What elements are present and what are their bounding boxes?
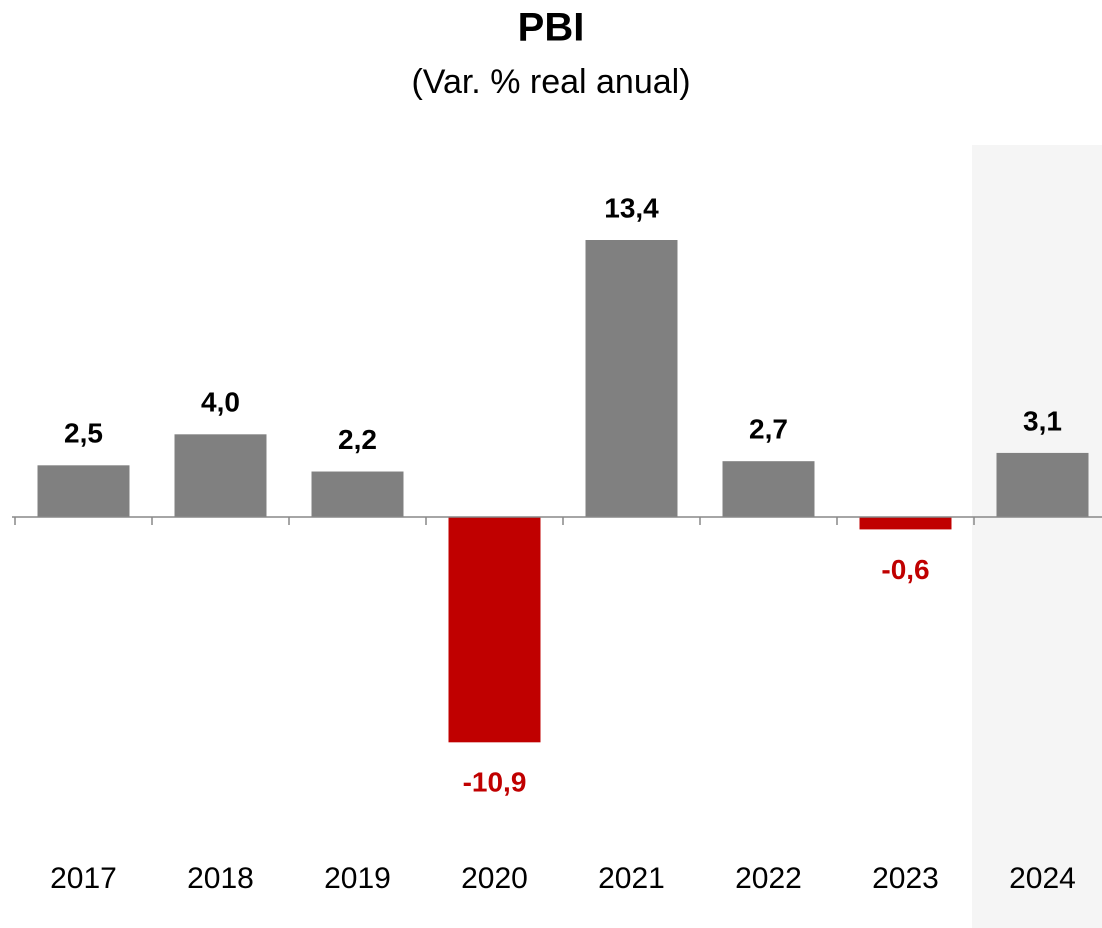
highlight-band	[972, 145, 1102, 928]
bar	[37, 465, 130, 517]
value-label: 4,0	[201, 387, 240, 418]
x-tick-label: 2022	[735, 862, 802, 895]
x-tick-label: 2017	[50, 862, 117, 895]
bar	[722, 461, 815, 517]
bar	[585, 240, 678, 517]
x-tick-label: 2018	[187, 862, 254, 895]
bar	[174, 434, 267, 517]
bar	[311, 471, 404, 517]
x-tick-label: 2024	[1009, 862, 1076, 895]
x-tick-label: 2023	[872, 862, 939, 895]
chart-subtitle: (Var. % real anual)	[411, 63, 690, 101]
value-label: 2,5	[64, 418, 103, 449]
value-label: 2,2	[338, 424, 377, 455]
x-tick-label: 2020	[461, 862, 528, 895]
value-label: -10,9	[463, 767, 527, 798]
bar	[448, 517, 541, 743]
value-label: 13,4	[604, 192, 659, 223]
chart-title: PBI	[518, 6, 585, 50]
x-tick-label: 2021	[598, 862, 665, 895]
bar	[996, 452, 1089, 517]
value-label: 3,1	[1023, 405, 1062, 436]
bar	[859, 517, 952, 530]
value-label: 2,7	[749, 414, 788, 445]
value-label: -0,6	[881, 554, 929, 585]
x-tick-label: 2019	[324, 862, 391, 895]
